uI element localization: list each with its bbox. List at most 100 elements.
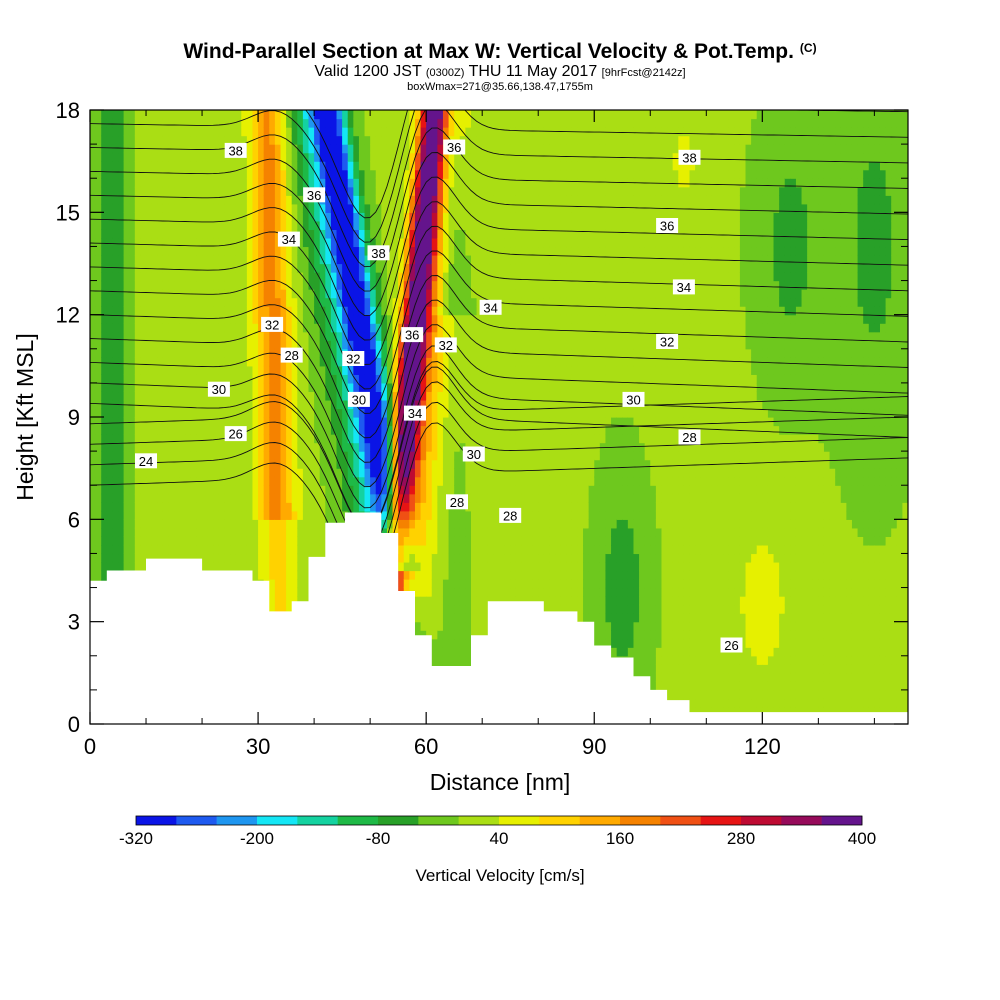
field-cell [398,561,405,572]
field-cell [196,169,203,179]
field-cell [437,544,444,555]
field-cell [162,323,170,333]
field-cell [258,220,265,230]
field-cell [174,357,181,367]
field-cell [297,127,304,137]
field-cell [218,212,226,222]
field-cell [190,527,198,537]
field-cell [101,399,108,410]
field-cell [459,647,466,657]
field-cell [157,536,164,546]
field-cell [218,331,226,341]
field-cell [269,186,276,196]
field-cell [168,442,175,452]
field-cell [246,178,254,188]
field-cell [330,118,338,128]
field-cell [168,459,175,469]
field-cell [353,408,360,418]
field-cell [207,399,214,410]
field-cell [101,127,108,137]
field-cell [196,323,203,333]
field-cell [95,203,102,213]
field-cell [252,237,259,248]
field-cell [190,280,198,290]
field-cell [459,655,466,665]
field-cell [241,118,248,128]
field-cell [196,272,203,282]
field-cell [370,237,377,248]
field-cell [375,152,382,162]
field-cell [258,144,265,154]
field-cell [375,203,382,213]
field-cell [269,391,276,401]
field-cell [112,417,119,427]
field-cell [269,254,276,265]
field-cell [414,536,422,546]
field-cell [437,459,444,469]
field-cell [207,237,214,248]
field-cell [325,476,332,486]
field-cell [95,519,102,529]
field-cell [162,485,170,495]
field-cell [280,587,287,597]
field-cell [106,306,114,316]
field-cell [442,579,450,589]
field-cell [246,553,254,563]
field-cell [174,323,181,333]
field-cell [459,314,466,324]
field-cell [112,169,119,179]
valid-date: THU 11 May 2017 [468,63,598,80]
field-cell [241,561,248,572]
field-cell [252,220,259,230]
field-cell [386,365,394,375]
field-cell [129,399,136,410]
field-cell [118,289,125,299]
field-cell [392,272,399,282]
field-cell [224,553,231,563]
field-cell [403,544,410,555]
field-cell [207,272,214,282]
field-cell [375,485,382,495]
field-cell [448,587,455,597]
field-cell [185,263,192,273]
field-cell [342,178,349,188]
field-cell [375,237,382,248]
field-cell [151,519,158,529]
field-cell [129,485,136,495]
field-cell [129,135,136,145]
field-cell [258,527,265,537]
field-cell [246,357,254,367]
field-cell [162,297,170,307]
field-cell [330,365,338,375]
field-cell [420,519,427,529]
field-cell [431,510,438,520]
field-cell [207,254,214,265]
field-cell [409,468,416,478]
field-cell [330,152,338,162]
field-cell [118,229,125,239]
field-cell [426,110,433,120]
field-cell [207,212,214,222]
field-cell [95,391,102,401]
field-cell [185,272,192,282]
field-cell [151,229,158,239]
field-cell [319,306,326,316]
field-cell [342,374,349,384]
field-cell [129,451,136,461]
field-cell [426,289,433,299]
field-cell [325,485,332,495]
field-cell [426,442,433,452]
field-cell [202,306,209,316]
field-cell [302,161,310,171]
field-cell [129,178,136,188]
field-cell [420,118,427,128]
field-cell [95,417,102,427]
field-cell [162,135,170,145]
field-cell [448,425,455,435]
field-cell [448,536,455,546]
field-cell [213,229,220,239]
field-cell [134,237,142,248]
field-cell [134,425,142,435]
field-cell [291,476,298,486]
field-cell [319,374,326,384]
